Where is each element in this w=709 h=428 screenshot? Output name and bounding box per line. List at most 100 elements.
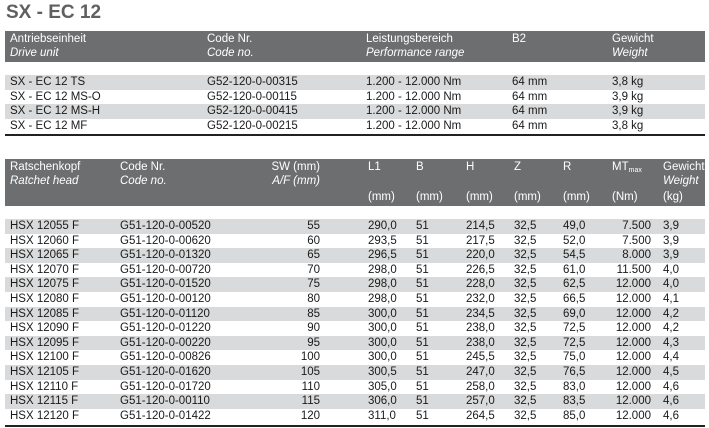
table-cell: 51 bbox=[416, 249, 429, 262]
table-cell: SX - EC 12 MS-O bbox=[10, 90, 101, 103]
table-cell: 4,1 bbox=[663, 293, 679, 305]
table-cell: SX - EC 12 TS bbox=[10, 76, 86, 88]
header-label-en: Code no. bbox=[207, 47, 254, 59]
table-cell: 51 bbox=[416, 409, 429, 422]
table-cell: 32,5 bbox=[514, 380, 537, 393]
table-cell: HSX 12065 F bbox=[10, 249, 80, 262]
header-label-en: Weight bbox=[612, 47, 648, 59]
table-cell: G51-120-0-01422 bbox=[120, 409, 211, 422]
table-cell: 32,5 bbox=[514, 395, 537, 408]
table-cell: 76,5 bbox=[563, 366, 586, 378]
table-cell: 55 bbox=[307, 220, 320, 232]
table-cell: 4,0 bbox=[663, 263, 679, 276]
table-cell: 3,9 bbox=[663, 220, 679, 232]
table-cell: HSX 12120 F bbox=[10, 409, 80, 422]
table-cell: 110 bbox=[301, 380, 320, 393]
table-cell: G51-120-0-01220 bbox=[120, 322, 211, 335]
header-label-de: B2 bbox=[512, 33, 527, 45]
header-unit: (mm) bbox=[416, 191, 443, 203]
table-cell: 61,0 bbox=[563, 263, 586, 276]
table-cell: 66,5 bbox=[563, 293, 586, 305]
table-cell: 228,0 bbox=[466, 278, 495, 291]
table-cell: 115 bbox=[301, 395, 320, 408]
table-cell: 32,5 bbox=[514, 278, 537, 291]
table-cell: HSX 12110 F bbox=[10, 380, 79, 393]
table-cell: G51-120-0-01520 bbox=[120, 278, 211, 291]
table-cell: 75 bbox=[307, 278, 320, 291]
table-cell: 311,0 bbox=[368, 409, 396, 422]
header-label-de: SW (mm) bbox=[271, 161, 320, 173]
header-text: B bbox=[416, 161, 424, 173]
table-cell: G51-120-0-01620 bbox=[120, 366, 211, 378]
table-cell: 64 mm bbox=[512, 76, 548, 88]
table-cell: G52-120-0-00115 bbox=[207, 90, 297, 103]
table-cell: 226,5 bbox=[466, 263, 495, 276]
header-text: Z bbox=[514, 161, 522, 173]
table-cell: G51-120-0-00120 bbox=[120, 293, 211, 305]
table-cell: 32,5 bbox=[514, 293, 537, 305]
table-cell: 238,0 bbox=[466, 336, 495, 349]
table-cell: HSX 12100 F bbox=[10, 351, 80, 364]
table-cell: HSX 12080 F bbox=[10, 293, 80, 305]
header-text: Code Nr. bbox=[120, 161, 166, 173]
table-row: SX - EC 12 MS-O G52-120-0-00115 1.200 - 12… bbox=[5, 90, 705, 105]
table-cell: 300,0 bbox=[368, 351, 397, 364]
table-cell: 4,2 bbox=[663, 307, 679, 320]
header-label-en: Drive unit bbox=[10, 47, 59, 59]
table-cell: 4,6 bbox=[663, 395, 679, 408]
table-cell: 51 bbox=[416, 263, 429, 276]
table-cell: 300,5 bbox=[368, 366, 397, 378]
table-cell: 12.000 bbox=[615, 293, 651, 305]
table-cell: 70 bbox=[307, 263, 320, 276]
header-label-de: Ratschenkopf bbox=[10, 161, 80, 173]
table-cell: 95 bbox=[307, 336, 320, 349]
table-cell: 217,5 bbox=[466, 234, 495, 247]
table-cell: 51 bbox=[416, 307, 429, 320]
table-cell: 51 bbox=[416, 395, 429, 408]
table-cell: HSX 12055 F bbox=[10, 220, 80, 232]
table-cell: 60 bbox=[307, 234, 320, 247]
table-cell: 72,5 bbox=[563, 322, 586, 335]
table-cell: 12.000 bbox=[615, 336, 651, 349]
table-cell: G51-120-0-00826 bbox=[120, 351, 211, 364]
header-label-en: Weight bbox=[663, 175, 699, 187]
table-cell: 51 bbox=[416, 234, 429, 247]
table-cell: 105 bbox=[300, 366, 320, 378]
table-cell: G52-120-0-00415 bbox=[207, 105, 298, 118]
table-cell: 220,0 bbox=[466, 249, 495, 262]
header-label-de: H bbox=[466, 161, 474, 173]
table-row: SX - EC 12 MS-H G52-120-0-00415 1.200 - 12… bbox=[5, 104, 705, 119]
table-cell: HSX 12090 F bbox=[10, 322, 80, 335]
header-text: H bbox=[466, 161, 475, 173]
header-text: L1 bbox=[368, 161, 381, 173]
table-row: HSX 12115 F G51-120-0-00110 115 306,0 51 257,… bbox=[5, 394, 705, 409]
header-unit: (Nm) bbox=[612, 191, 638, 203]
table-cell: HSX 12115 F bbox=[10, 395, 79, 408]
table-cell: HSX 12105 F bbox=[10, 366, 80, 378]
table-cell: G51-120-0-01720 bbox=[120, 380, 211, 393]
table-cell: 12.000 bbox=[615, 409, 651, 422]
table-cell: 7.500 bbox=[622, 220, 651, 232]
table-cell: 12.000 bbox=[615, 395, 651, 408]
header-label-en: A/F (mm) bbox=[272, 175, 320, 187]
table-cell: 214,5 bbox=[466, 220, 495, 232]
table-cell: 32,5 bbox=[514, 307, 537, 320]
table-cell: 32,5 bbox=[514, 366, 537, 378]
table-cell: 300,0 bbox=[368, 307, 397, 320]
table-row: SX - EC 12 TS G52-120-0-00315 1.200 - 12.0… bbox=[5, 75, 705, 90]
header-text: SW (mm) bbox=[271, 161, 320, 173]
table-cell: 62,5 bbox=[563, 278, 586, 291]
table-cell: 3,9 kg bbox=[612, 105, 644, 118]
table-cell: 306,0 bbox=[368, 395, 397, 408]
table-cell: 298,0 bbox=[368, 263, 397, 276]
table-cell: 1.200 - 12.000 Nm bbox=[366, 90, 462, 103]
page-title: SX - EC 12 bbox=[6, 2, 102, 23]
table-cell: 232,0 bbox=[466, 293, 495, 305]
table-cell: 69,0 bbox=[563, 307, 586, 320]
table-cell: G51-120-0-00220 bbox=[120, 336, 211, 349]
table-cell: 4,2 bbox=[663, 322, 679, 335]
header-label-de: B bbox=[416, 161, 424, 173]
table-cell: 11.500 bbox=[616, 263, 651, 276]
table-row: HSX 12075 F G51-120-0-01520 75 298,0 51 228,0… bbox=[5, 277, 705, 292]
table-cell: 83,0 bbox=[563, 380, 586, 393]
